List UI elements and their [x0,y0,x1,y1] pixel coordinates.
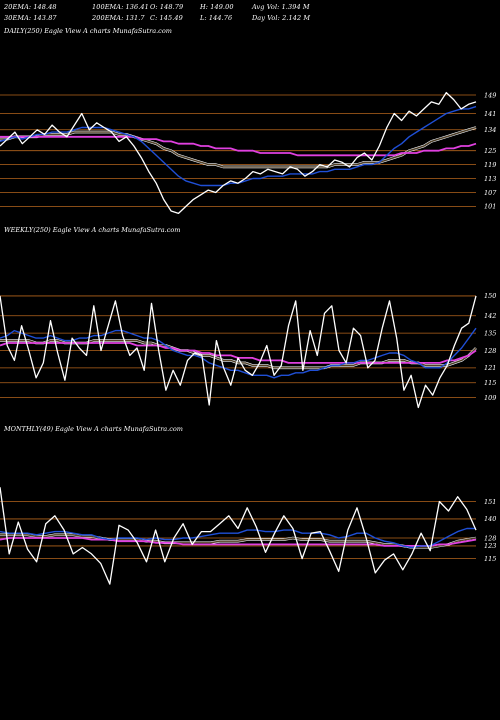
price-level-label: 135 [484,329,496,337]
price-level-label: 109 [484,394,496,402]
daily-chart-title: DAILY(250) Eagle View A charts MunafaSut… [4,27,172,35]
price-level-label: 141 [484,110,496,118]
weekly-chart: 150 142 135 128 121 115 109 [0,292,496,409]
price-level-label: 128 [484,534,496,542]
price-level-label: 115 [484,555,496,563]
price-level-label: 149 [484,91,496,99]
day-vol-label: Day Vol: 2.142 M [252,14,311,22]
weekly-chart-title: WEEKLY(250) Eagle View A charts MunafaSu… [4,226,181,234]
ema-fast-line [0,105,477,187]
price-line [0,295,477,409]
price-level-label: 123 [484,542,496,550]
price-level-label: 134 [484,126,496,134]
ema30-label: 30EMA: 143.87 [4,14,57,22]
close-label: C: 145.49 [150,14,183,22]
high-label: H: 149.00 [200,3,234,11]
price-level-label: 140 [484,515,496,523]
monthly-chart-title: MONTHLY(49) Eagle View A charts MunafaSu… [4,425,183,433]
price-line [0,91,477,215]
ema-mid-line [0,127,477,168]
price-level-label: 101 [484,203,496,211]
price-level-label: 150 [484,292,496,300]
open-label: O: 148.79 [150,3,184,11]
price-level-label: 142 [484,312,496,320]
ema20-label: 20EMA: 148.48 [4,3,57,11]
ema-slow-line [0,135,477,157]
ema-fast-line [0,327,477,379]
price-level-label: 151 [484,498,496,506]
daily-chart: 149 141 134 125 119 113 107 101 [0,91,497,215]
price-level-label: 113 [484,175,496,183]
avg-vol-label: Avg Vol: 1.394 M [252,3,310,11]
ema100-label: 100EMA: 136.41 [92,3,149,11]
price-line [0,487,477,585]
ema-fast-line [0,527,476,549]
ema-mid-line [0,534,477,548]
low-label: L: 144.76 [200,14,233,22]
price-level-label: 115 [484,379,496,387]
price-level-label: 125 [484,147,496,155]
price-level-label: 121 [484,364,496,372]
price-level-label: 128 [484,347,496,355]
ema200-label: 200EMA: 131.7 [92,14,145,22]
ema-band-core [0,126,477,168]
price-level-label: 107 [484,189,497,197]
ema-slow-line [0,537,477,547]
price-level-label: 119 [484,161,496,169]
